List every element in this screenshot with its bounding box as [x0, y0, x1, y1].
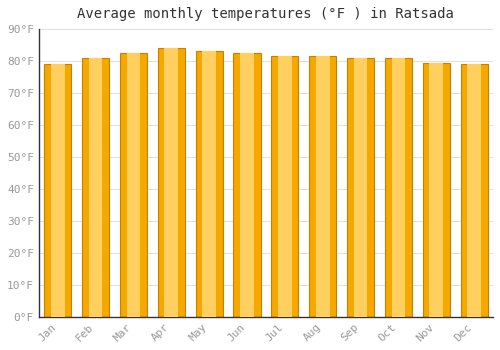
Bar	[120, 53, 147, 317]
Bar	[234, 53, 260, 317]
Bar	[51, 64, 64, 317]
Bar	[271, 56, 298, 317]
Bar	[202, 51, 216, 317]
Bar	[309, 56, 336, 317]
Bar	[460, 64, 488, 317]
Bar	[278, 56, 291, 317]
Bar	[240, 53, 254, 317]
Bar	[468, 64, 481, 317]
Bar	[385, 58, 412, 317]
Bar	[316, 56, 330, 317]
Bar	[196, 51, 223, 317]
Title: Average monthly temperatures (°F ) in Ratsada: Average monthly temperatures (°F ) in Ra…	[78, 7, 454, 21]
Bar	[347, 58, 374, 317]
Bar	[164, 48, 178, 317]
Bar	[430, 63, 443, 317]
Bar	[44, 64, 72, 317]
Bar	[82, 58, 109, 317]
Bar	[89, 58, 102, 317]
Bar	[354, 58, 368, 317]
Bar	[158, 48, 185, 317]
Bar	[126, 53, 140, 317]
Bar	[392, 58, 405, 317]
Bar	[422, 63, 450, 317]
